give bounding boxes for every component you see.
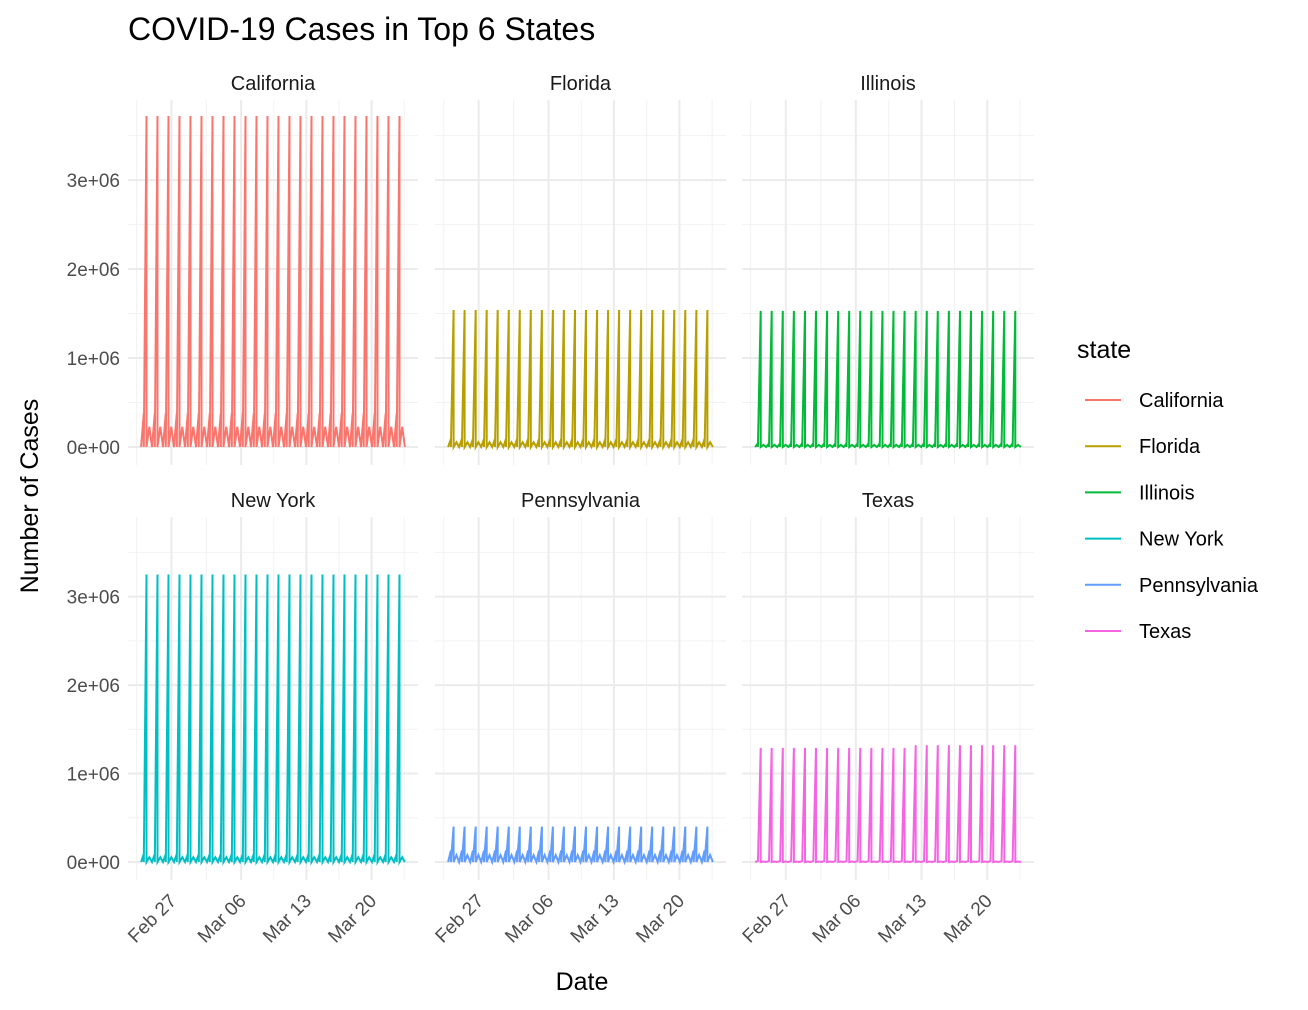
facet-strip-label: Illinois <box>860 73 916 95</box>
x-tick-label: Mar 13 <box>874 891 931 948</box>
facet-strip-label: New York <box>231 490 316 512</box>
facet-strip-label: California <box>231 73 316 95</box>
series-line <box>754 745 1022 864</box>
facet-panels: California Florida Illinois New York Pennsyl… <box>128 73 1034 880</box>
series-line <box>447 309 714 451</box>
x-tick-label: Mar 06 <box>809 891 866 948</box>
x-axis-ticks: Feb 27 Mar 06 Mar 13 Mar 20 Feb 27 Mar 06 Mar … <box>124 891 996 948</box>
legend-item: California <box>1085 390 1224 412</box>
y-axis-ticks: 0e+00 1e+06 2e+06 3e+06 0e+00 1e+06 2e+06 3e+06 <box>67 171 120 874</box>
facet-strip-label: Pennsylvania <box>521 490 641 512</box>
y-tick-label: 0e+00 <box>67 853 120 874</box>
x-tick-label: Mar 13 <box>567 891 624 948</box>
x-tick-label: Feb 27 <box>739 891 796 948</box>
facet-strip-label: Florida <box>550 73 612 95</box>
y-axis-title: Number of Cases <box>16 399 44 594</box>
x-tick-label: Mar 20 <box>940 891 997 948</box>
facet-strip-label: Texas <box>862 490 914 512</box>
x-tick-label: Mar 06 <box>501 891 558 948</box>
facet-new-york: New York <box>128 490 418 880</box>
x-tick-label: Feb 27 <box>124 891 181 948</box>
x-tick-label: Feb 27 <box>432 891 489 948</box>
legend: state California Florida Illinois New York P… <box>1077 336 1259 643</box>
x-tick-label: Mar 20 <box>632 891 689 948</box>
legend-item: Illinois <box>1085 482 1195 504</box>
x-tick-label: Mar 13 <box>259 891 316 948</box>
y-tick-label: 3e+06 <box>67 171 120 192</box>
legend-label: Florida <box>1139 436 1201 458</box>
y-tick-label: 3e+06 <box>67 588 120 609</box>
legend-item: New York <box>1085 529 1224 551</box>
legend-item: Florida <box>1085 436 1201 458</box>
x-tick-label: Mar 06 <box>194 891 251 948</box>
series-line <box>447 826 714 866</box>
facet-california: California <box>128 73 418 465</box>
legend-item: Texas <box>1085 621 1191 643</box>
legend-label: Illinois <box>1139 482 1195 504</box>
legend-label: California <box>1139 390 1224 412</box>
y-tick-label: 2e+06 <box>67 676 120 697</box>
facet-florida: Florida <box>435 73 726 465</box>
x-tick-label: Mar 20 <box>324 891 381 948</box>
facet-illinois: Illinois <box>742 73 1034 465</box>
legend-label: Texas <box>1139 621 1191 643</box>
legend-label: Pennsylvania <box>1139 575 1259 597</box>
series-line <box>140 115 406 448</box>
chart-title: COVID-19 Cases in Top 6 States <box>128 11 595 47</box>
y-tick-label: 0e+00 <box>67 438 120 459</box>
x-axis-title: Date <box>556 968 609 996</box>
facet-pennsylvania: Pennsylvania <box>435 490 726 880</box>
legend-label: New York <box>1139 529 1224 551</box>
legend-title: state <box>1077 336 1131 364</box>
series-line <box>754 310 1022 450</box>
y-tick-label: 2e+06 <box>67 260 120 281</box>
legend-item: Pennsylvania <box>1085 575 1259 597</box>
series-line <box>140 574 406 866</box>
y-tick-label: 1e+06 <box>67 349 120 370</box>
facet-texas: Texas <box>742 490 1034 880</box>
y-tick-label: 1e+06 <box>67 765 120 786</box>
